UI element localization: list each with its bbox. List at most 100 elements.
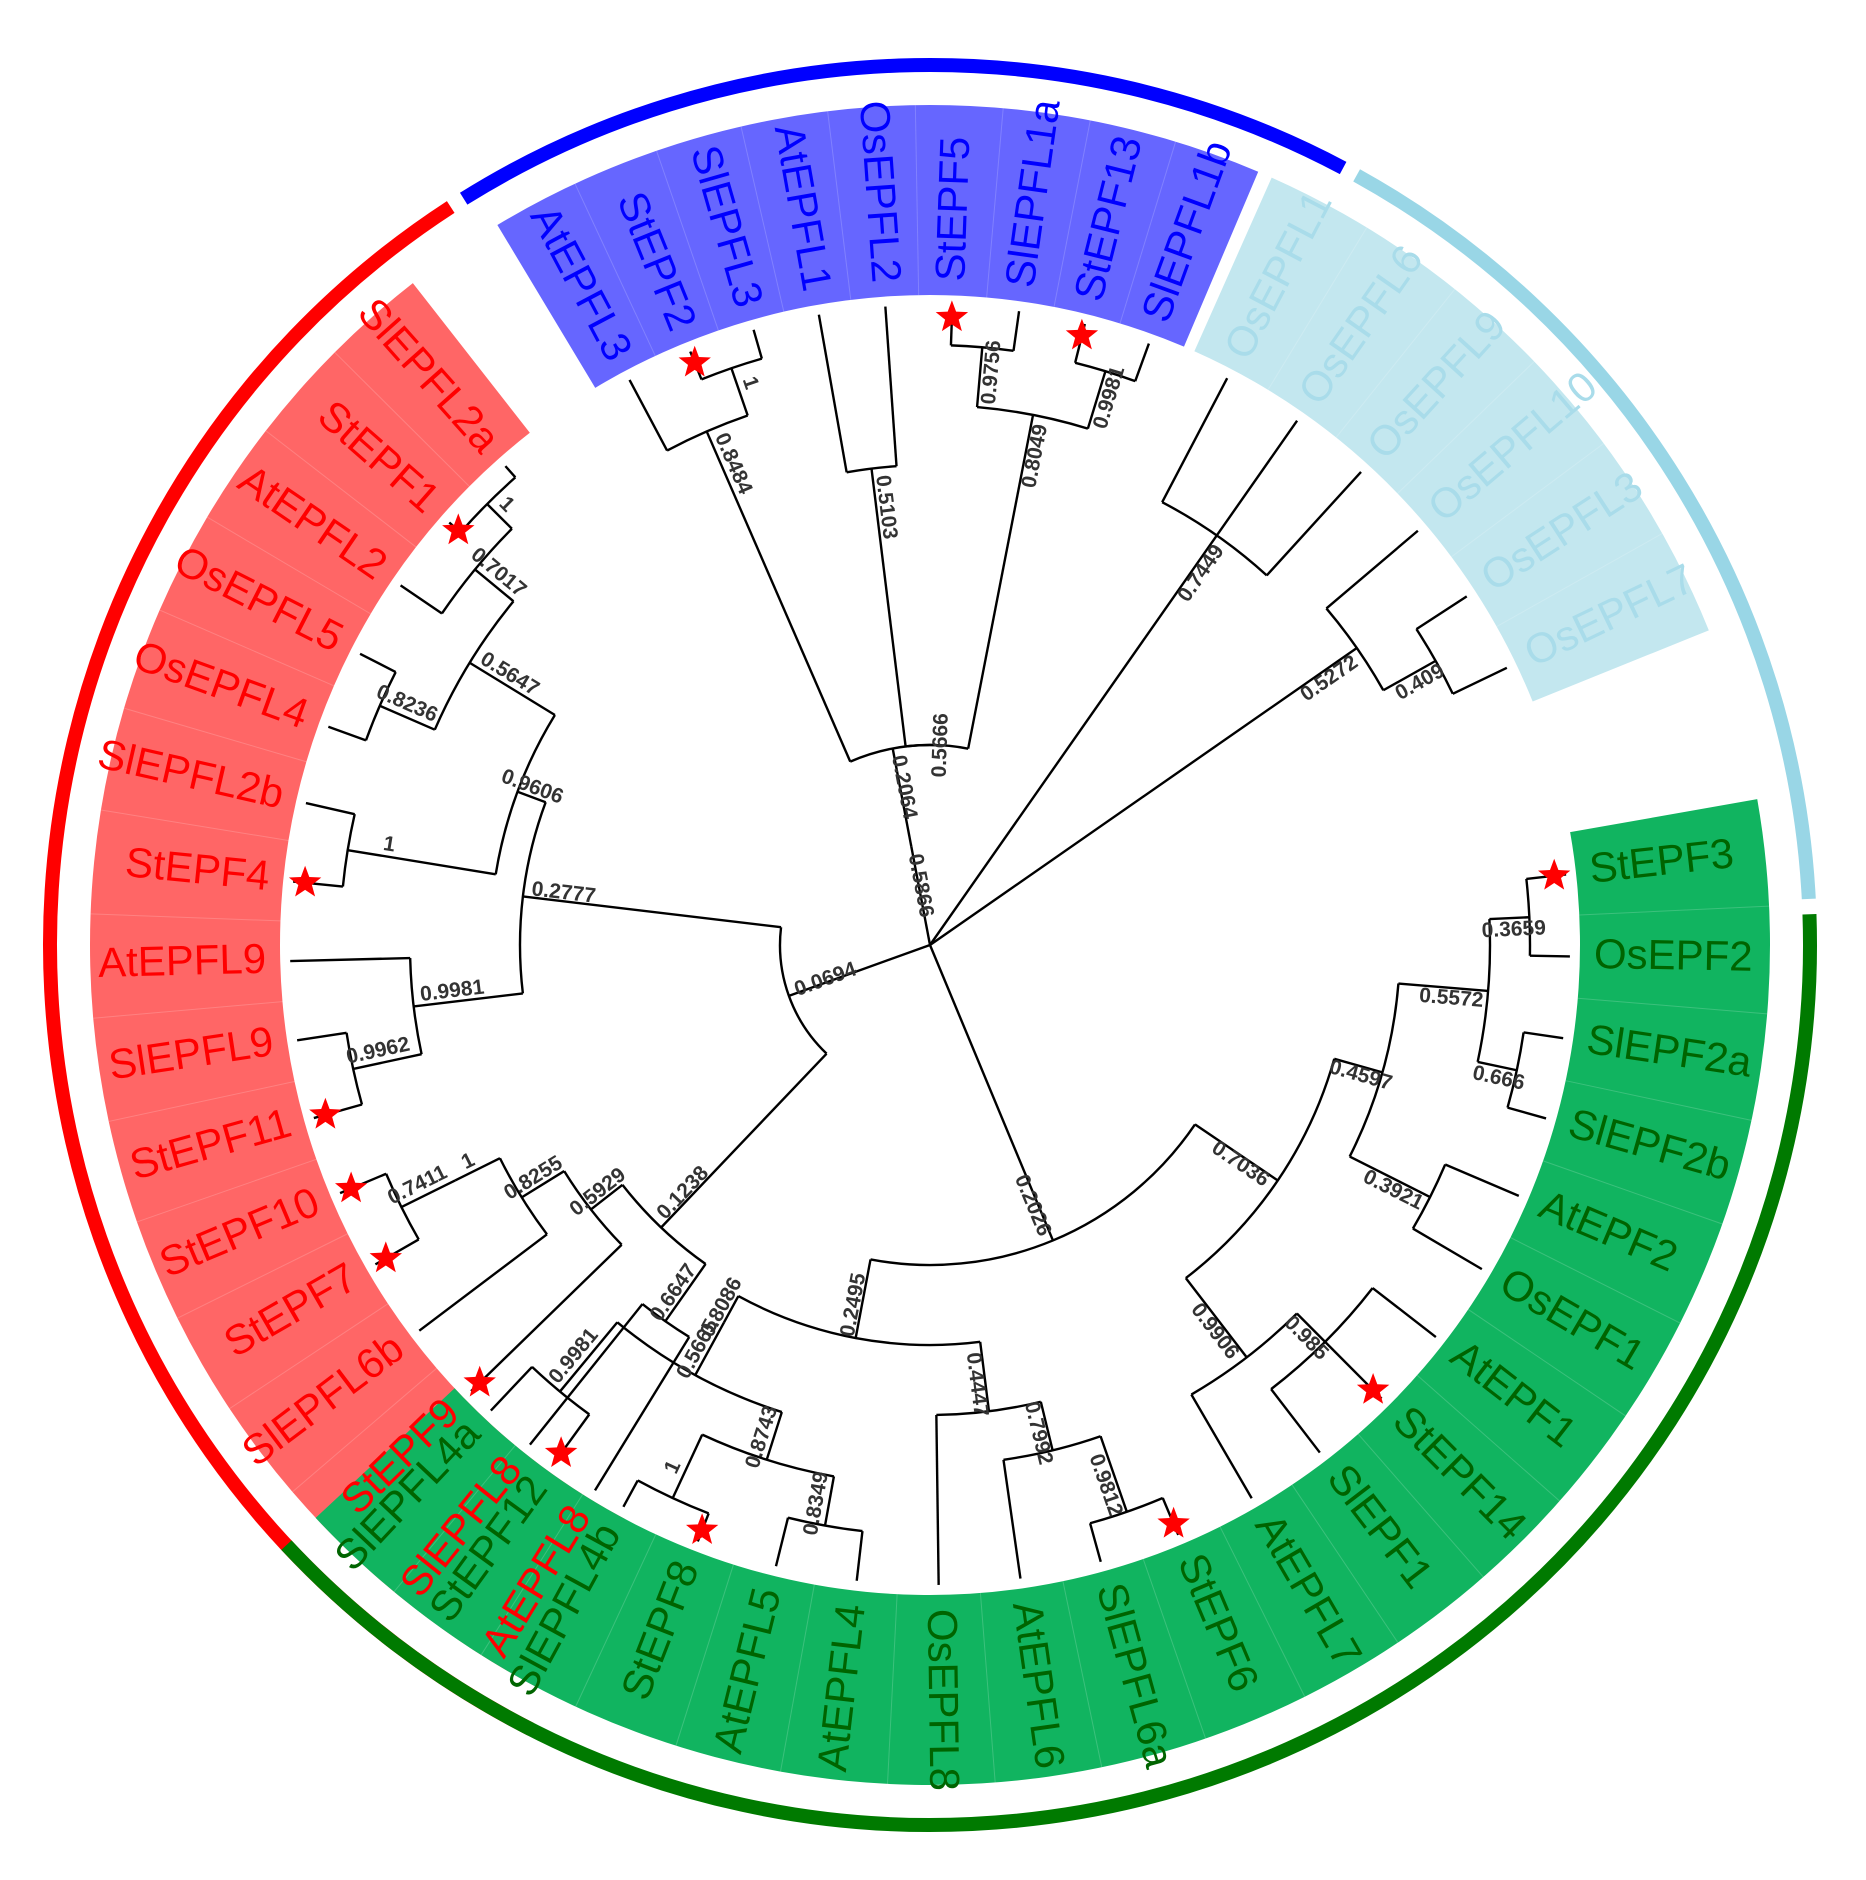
sector-divider [1579,905,1770,916]
tree-branch [1088,1522,1102,1563]
star-icon [288,865,322,897]
tree-branch [1190,1393,1253,1499]
tree-branch [1529,954,1570,958]
star-icon [1157,1506,1190,1538]
support-value: 0.9981 [544,1324,603,1388]
leaf-label: OsEPF2 [1594,930,1754,980]
star-icon [935,300,969,332]
tree-branch [705,430,852,763]
sector-divider [1496,533,1663,628]
support-value: 0.6647 [645,1260,701,1326]
green-clade-sector [315,799,1771,1786]
tree-branch [470,1243,623,1392]
tree-branch [752,329,764,359]
tree-branches [290,305,1570,1585]
tree-branch [929,646,1358,946]
tree-branch [1002,1459,1022,1579]
tree-branch [469,661,556,717]
sector-divider [1119,141,1177,324]
sector-divider [136,1158,317,1223]
sector-divider [1291,1484,1399,1643]
tree-branch [976,405,1089,430]
tree-branch [701,357,763,381]
tree-branch [817,314,848,473]
tree-branch [1270,1388,1321,1454]
tree-branch [910,846,932,946]
tree-branch [870,468,907,747]
support-value: 0.8484 [710,429,757,497]
tree-branch [622,1479,639,1508]
tree-branch [1215,420,1299,537]
sector-divider [574,183,656,357]
support-value: 1 [738,374,764,393]
tree-branch [730,367,749,416]
tree-branch [765,1411,783,1461]
tree-branch [1415,595,1468,631]
tree-branch [400,1179,456,1209]
sector-divider [206,516,371,615]
tree-branch [341,813,356,887]
support-value: 0.2495 [836,1271,871,1339]
tree-branch [413,992,524,1008]
sector-divider [265,430,417,548]
clade-sectors [89,104,1771,1786]
support-value: 0.9756 [977,339,1006,405]
tree-branch [929,534,1218,946]
support-value: 1 [458,1148,479,1174]
sector-divider [1142,1558,1207,1739]
clade-rings [43,58,1817,1832]
star-icon [335,1171,368,1203]
tree-branch [664,1263,707,1322]
support-value: 0.9606 [498,765,566,809]
tree-branch [558,1321,619,1393]
tree-branch [1452,666,1508,695]
sector-divider [1357,1433,1484,1578]
tree-branch [966,414,1035,749]
support-value: 1 [382,832,398,857]
tree-branch [1190,1312,1298,1396]
support-value: 0.7411 [384,1160,451,1209]
support-value: 0.409 [1391,659,1448,705]
tree-branch [1099,1435,1128,1513]
support-value: 0.9812 [1085,1451,1128,1519]
star-icon [544,1436,578,1467]
sector-divider [1062,1581,1103,1768]
tree-branch [891,748,913,847]
star-icon [442,513,475,545]
tree-branch [1012,311,1021,352]
tree-branch [1507,1106,1547,1120]
support-value: 0.8086 [696,1273,747,1340]
sector-divider [1510,1237,1681,1324]
support-value: 1 [495,492,520,517]
sector-divider [887,1594,898,1784]
sector-divider [159,609,335,687]
tree-branch [1444,1163,1520,1197]
support-value: 0.9981 [419,975,486,1005]
tree-branch [521,1170,565,1199]
support-value: 0.7449 [1173,540,1229,606]
support-value: 0.9981 [1089,363,1130,431]
tree-branch [1382,659,1437,692]
tree-branch [1161,377,1229,503]
tree-branch [1194,1123,1279,1182]
support-value: 0.985 [1280,1311,1334,1365]
tree-branch [517,790,547,804]
support-value: 0.2064 [887,753,922,821]
tree-branch [694,1321,726,1376]
green-clade-ring [281,914,1817,1832]
tree-branch [823,1476,836,1526]
tree-branch [936,1400,1042,1417]
sector-divider [292,1367,437,1493]
sector-divider [1335,288,1456,438]
tree-branch [490,1366,533,1412]
leaf-label: OsEPFL8 [919,1609,968,1792]
sector-divider [177,1233,348,1319]
support-values: 10.70170.82360.564710.96060.99620.99810.… [344,339,1546,1537]
support-value: 0.1238 [652,1161,713,1224]
star-icon [369,1241,402,1273]
sector-divider [229,1303,389,1410]
sector-divider [1577,997,1768,1015]
tree-branch [1089,1496,1164,1525]
sector-divider [90,913,281,922]
sector-divider [914,105,920,296]
